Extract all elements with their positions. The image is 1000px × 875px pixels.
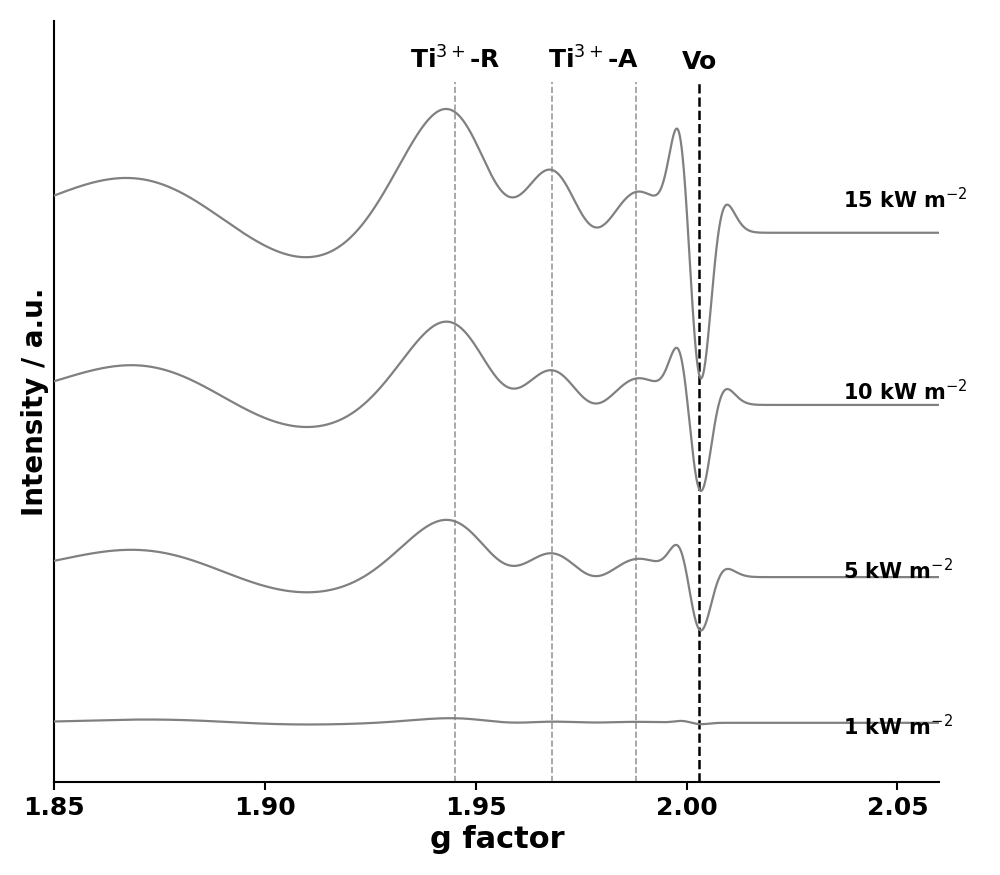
- Text: 1 kW m$^{-2}$: 1 kW m$^{-2}$: [843, 713, 953, 738]
- Text: 15 kW m$^{-2}$: 15 kW m$^{-2}$: [843, 187, 967, 213]
- Text: Ti$^{3+}$-R: Ti$^{3+}$-R: [410, 46, 500, 74]
- Text: 5 kW m$^{-2}$: 5 kW m$^{-2}$: [843, 558, 953, 583]
- Y-axis label: Intensity / a.u.: Intensity / a.u.: [21, 287, 49, 516]
- Text: Ti$^{3+}$-A: Ti$^{3+}$-A: [548, 46, 639, 74]
- Text: 10 kW m$^{-2}$: 10 kW m$^{-2}$: [843, 379, 967, 404]
- Text: Vo: Vo: [682, 50, 717, 74]
- X-axis label: g factor: g factor: [430, 825, 564, 854]
